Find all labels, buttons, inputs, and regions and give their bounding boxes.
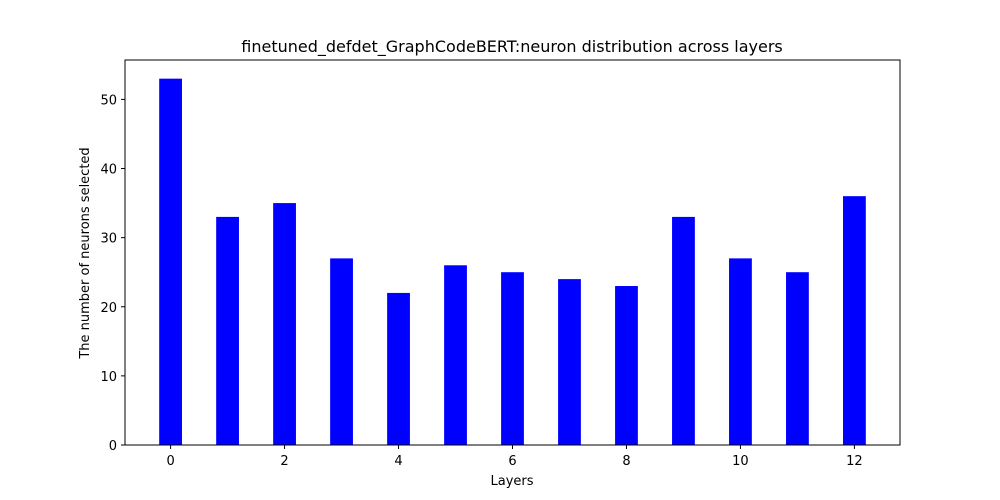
y-tick-label: 40 bbox=[100, 163, 117, 178]
y-tick-label: 50 bbox=[100, 93, 117, 108]
y-tick-label: 0 bbox=[109, 439, 117, 454]
x-axis-label: Layers bbox=[490, 474, 533, 489]
bar-layer-1 bbox=[216, 216, 239, 445]
x-tick-label: 6 bbox=[508, 454, 516, 469]
y-tick-label: 10 bbox=[100, 370, 117, 385]
bar-layer-11 bbox=[786, 272, 809, 445]
x-tick-label: 2 bbox=[280, 454, 288, 469]
bar-layer-12 bbox=[843, 196, 866, 445]
bar-layer-5 bbox=[444, 265, 467, 445]
bar-layer-4 bbox=[387, 292, 410, 445]
bar-layer-3 bbox=[330, 258, 353, 445]
bar-layer-6 bbox=[501, 272, 524, 445]
x-tick-label: 8 bbox=[622, 454, 630, 469]
y-axis-label: The number of neurons selected bbox=[78, 147, 93, 359]
x-tick-label: 12 bbox=[846, 454, 863, 469]
x-tick-label: 0 bbox=[166, 454, 174, 469]
plot-area: 0 2 4 6 8 10 12 0 10 20 30 40 50 bbox=[100, 78, 866, 469]
bar-layer-7 bbox=[558, 279, 581, 445]
x-tick-label: 10 bbox=[732, 454, 749, 469]
plot-frame bbox=[124, 59, 901, 446]
bar-layer-10 bbox=[729, 258, 752, 445]
bar-layer-2 bbox=[273, 203, 296, 445]
y-tick-label: 30 bbox=[100, 232, 117, 247]
bar-layer-9 bbox=[672, 216, 695, 445]
chart-title: finetuned_defdet_GraphCodeBERT:neuron di… bbox=[241, 37, 783, 57]
y-tick-label: 20 bbox=[100, 301, 117, 316]
x-tick-label: 4 bbox=[394, 454, 402, 469]
bar-layer-0 bbox=[159, 78, 182, 445]
bar-layer-8 bbox=[615, 286, 638, 445]
